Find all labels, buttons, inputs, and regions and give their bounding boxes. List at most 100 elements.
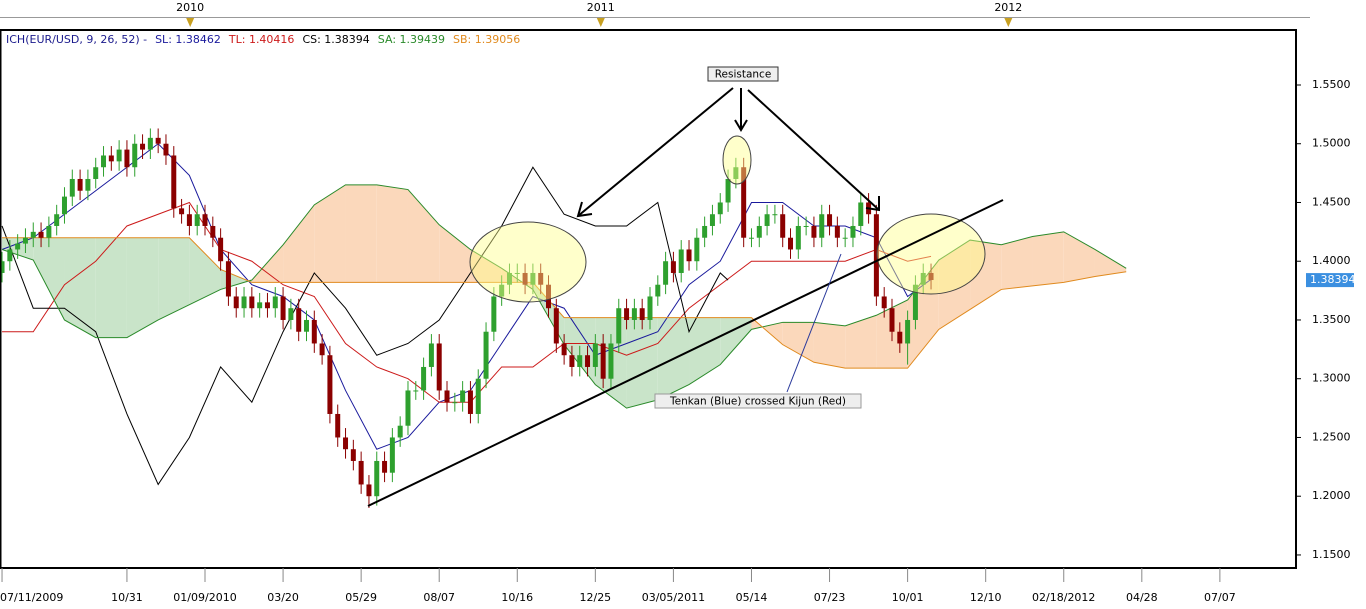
candle-body: [819, 214, 825, 238]
candle-body: [7, 249, 13, 262]
cloud-segment: [970, 240, 1002, 310]
candle-body: [428, 343, 434, 367]
candle-body: [350, 449, 356, 461]
candle-body: [460, 390, 466, 403]
year-label: 2012: [994, 1, 1022, 14]
candle-body: [93, 167, 99, 179]
cloud-segment: [158, 237, 190, 320]
candle-body: [382, 460, 388, 473]
last-price-label: 1.38394: [1310, 273, 1356, 286]
candle-body: [335, 413, 341, 438]
year-marker: [1004, 18, 1013, 27]
candle-body: [897, 331, 903, 344]
candle-body: [389, 437, 395, 473]
candle-body: [592, 343, 598, 367]
candle-body: [483, 331, 489, 379]
cloud-segment: [938, 240, 971, 330]
cloud-segment: [126, 237, 159, 338]
candle-body: [827, 214, 833, 226]
x-tick-label: 02/18/2012: [1032, 591, 1095, 604]
y-tick-label: 1.4500: [1312, 195, 1351, 208]
cloud-segment: [439, 224, 471, 283]
candle-body: [46, 225, 52, 238]
y-tick-label: 1.2500: [1312, 430, 1351, 443]
legend-entry: SB: 1.39056: [453, 33, 520, 46]
candle-body: [889, 308, 895, 332]
candle-body: [678, 249, 684, 273]
candle-body: [124, 149, 130, 168]
candle-body: [374, 460, 380, 497]
cloud-segment: [1094, 249, 1127, 277]
arrowhead: [734, 119, 748, 132]
year-label: 2011: [587, 1, 615, 14]
cloud-segment: [33, 237, 65, 320]
cloud-segment: [1032, 231, 1064, 286]
candle-body: [186, 214, 192, 226]
candle-body: [920, 272, 926, 285]
cloud-segment: [470, 249, 502, 283]
candle-body: [303, 319, 309, 332]
candle-body: [61, 196, 67, 215]
candle-body: [725, 178, 731, 203]
candle-body: [202, 214, 208, 226]
candle-body: [585, 355, 591, 367]
candle-body: [163, 143, 169, 156]
candle-body: [327, 355, 333, 414]
candle-body: [249, 296, 255, 309]
candle-body: [343, 437, 349, 450]
candle-body: [405, 390, 411, 426]
candle-body: [577, 355, 583, 367]
candle-body: [686, 249, 692, 262]
candle-body: [905, 319, 911, 344]
candle-body: [655, 284, 661, 297]
cloud-segment: [95, 237, 127, 338]
candle-body: [561, 343, 567, 356]
candle-body: [280, 296, 286, 320]
year-marker: [596, 18, 605, 27]
candle-body: [155, 137, 161, 144]
candle-body: [624, 308, 630, 320]
candle-body: [733, 167, 739, 179]
candle-body: [257, 302, 263, 309]
candle-body: [218, 237, 224, 262]
candle-body: [413, 390, 419, 392]
x-tick-label: 12/25: [579, 591, 611, 604]
candle-body: [491, 296, 497, 332]
arrow: [747, 89, 880, 211]
annotation-text: Tenkan (Blue) crossed Kijun (Red): [669, 396, 846, 408]
candle-body: [546, 284, 552, 309]
indicator-line: [2, 237, 1127, 369]
candle-body: [194, 214, 200, 226]
y-tick-label: 1.4000: [1312, 254, 1351, 267]
highlight-ellipse: [722, 135, 752, 185]
candle-body: [38, 231, 44, 238]
candle-body: [873, 214, 879, 297]
candle-body: [702, 225, 708, 238]
candle-body: [452, 402, 458, 404]
y-tick-label: 1.3000: [1312, 372, 1351, 385]
candle-body: [132, 143, 138, 168]
cloud-segment: [407, 189, 440, 283]
candle-body: [748, 237, 754, 239]
candle-body: [928, 272, 934, 281]
candle-body: [147, 137, 153, 150]
legend-entry: SA: 1.39439: [378, 33, 445, 46]
candle-body: [225, 261, 231, 297]
candle-body: [69, 178, 75, 197]
candle-body: [22, 237, 28, 244]
y-tick-label: 1.3500: [1312, 313, 1351, 326]
candle-body: [30, 231, 36, 238]
pointer-line: [786, 253, 842, 393]
annotation-box: [654, 393, 862, 409]
cloud-segment: [845, 315, 877, 369]
candle-body: [834, 225, 840, 238]
candle-body: [444, 390, 450, 403]
candle-body: [108, 155, 114, 162]
candle-body: [842, 237, 848, 239]
cloud-segment: [189, 237, 221, 305]
candle-body: [788, 237, 794, 250]
x-tick-label: 05/14: [736, 591, 768, 604]
highlight-ellipse: [469, 221, 587, 303]
